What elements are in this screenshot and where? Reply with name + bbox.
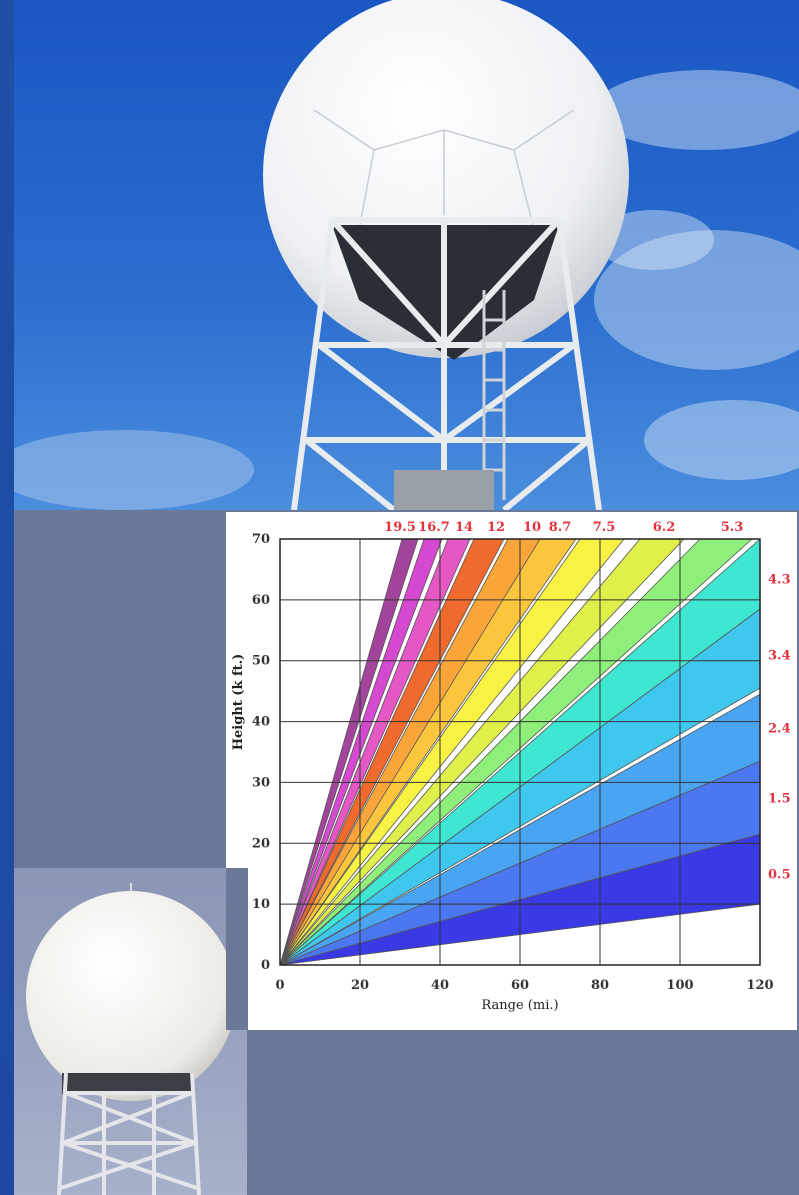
small-radar-illustration — [14, 868, 247, 1195]
radar-tower-illustration — [14, 0, 799, 510]
x-tick-label: 60 — [511, 978, 529, 993]
y-tick-label: 30 — [252, 775, 270, 790]
right-beam-label: 2.4 — [768, 722, 791, 737]
right-beam-label: 3.4 — [768, 649, 791, 664]
top-beam-label: 12 — [487, 520, 505, 535]
y-tick-label: 20 — [252, 836, 270, 851]
top-beam-label: 16.7 — [418, 520, 450, 535]
top-beam-label: 19.5 — [384, 520, 416, 535]
left-blue-strip — [0, 0, 14, 1195]
right-beam-label: 0.5 — [768, 868, 791, 883]
top-beam-label: 5.3 — [721, 520, 744, 535]
x-tick-label: 20 — [351, 978, 369, 993]
top-beam-label: 8.7 — [549, 520, 572, 535]
below-horizon-area — [280, 907, 760, 965]
right-beam-label: 4.3 — [768, 573, 791, 588]
radar-tower-photo — [14, 0, 799, 510]
x-tick-label: 0 — [275, 978, 284, 993]
y-tick-label: 10 — [252, 897, 270, 912]
top-beam-label: 14 — [455, 520, 473, 535]
x-axis-label: Range (mi.) — [481, 998, 558, 1013]
right-beam-label: 1.5 — [768, 792, 791, 807]
x-tick-label: 40 — [431, 978, 449, 993]
y-tick-label: 0 — [261, 958, 270, 973]
x-tick-label: 100 — [666, 978, 693, 993]
y-tick-label: 70 — [252, 532, 270, 547]
y-axis-label: Height (k ft.) — [231, 654, 246, 751]
x-tick-label: 80 — [591, 978, 609, 993]
chart-svg: 0 20 40 60 80 100 120 0 10 20 30 40 50 60 70 Range (mi.… — [231, 520, 791, 1013]
top-beam-label: 6.2 — [653, 520, 676, 535]
x-tick-label: 120 — [746, 978, 773, 993]
top-beam-label: 10 — [523, 520, 541, 535]
plot-frame — [279, 538, 761, 966]
y-tick-label: 40 — [252, 715, 270, 730]
small-radar-photo — [14, 868, 247, 1195]
top-beam-label: 7.5 — [593, 520, 616, 535]
beam-height-chart: 0 20 40 60 80 100 120 0 10 20 30 40 50 60 70 Range (mi.… — [226, 512, 797, 1030]
y-tick-label: 50 — [252, 654, 270, 669]
y-tick-label: 60 — [252, 593, 270, 608]
chart-corner-cutout — [226, 868, 248, 1030]
